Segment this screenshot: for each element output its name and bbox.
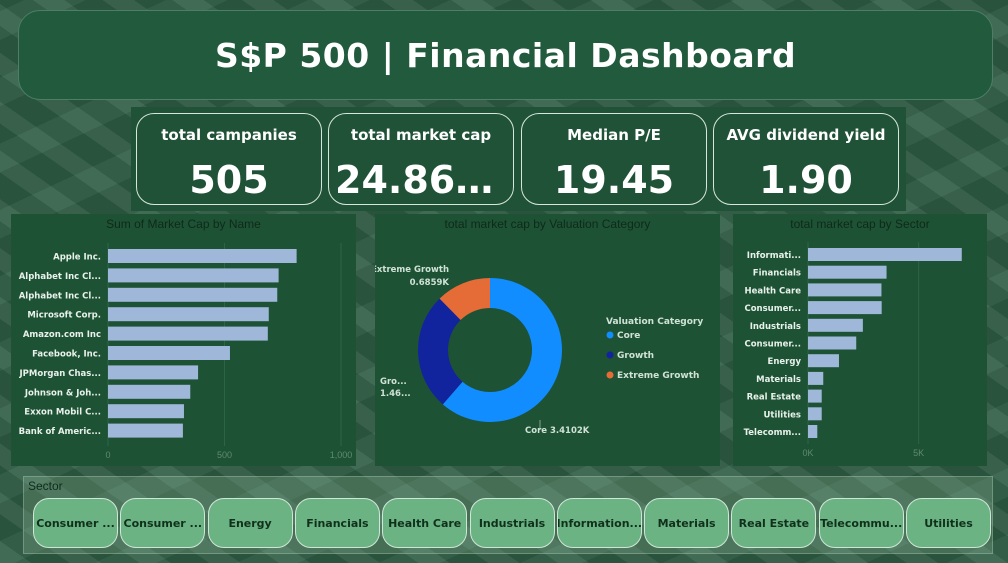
data-label: Core 3.4102K (525, 426, 590, 436)
data-label: Gro... (380, 377, 407, 387)
legend-entry[interactable]: Extreme Growth (617, 371, 699, 381)
chart-title: total market cap by Valuation Category (444, 217, 651, 231)
chart-title: Sum of Market Cap by Name (106, 217, 261, 231)
category-label: Microsoft Corp. (27, 311, 101, 321)
bar[interactable] (808, 371, 824, 385)
sector-chip[interactable]: Consumer ... (120, 498, 206, 548)
market-cap-by-sector-chart[interactable]: total market cap by Sector 0K 5K Informati… (733, 214, 987, 466)
bar[interactable] (108, 326, 268, 341)
tick-label: 5K (913, 448, 924, 458)
legend-marker (606, 331, 614, 339)
bar[interactable] (808, 389, 822, 403)
category-label: Informati... (747, 251, 801, 261)
bar[interactable] (108, 346, 230, 360)
category-label: Financials (753, 269, 801, 279)
tick-label: 0 (105, 450, 110, 460)
market-cap-by-name-svg: 0 500 1,000 Apple Inc. Alphabet Inc Cl... Alp… (19, 243, 353, 460)
category-label: Amazon.com Inc (23, 330, 101, 340)
kpi-card-total-companies: total campanies 505 (136, 113, 322, 205)
kpi-card-avg-dividend-yield: AVG dividend yield 1.90 (713, 113, 899, 205)
bar[interactable] (808, 283, 882, 297)
category-label: JPMorgan Chas... (19, 369, 102, 379)
donut-slice[interactable] (439, 278, 490, 321)
sector-chip[interactable]: Consumer ... (33, 498, 118, 548)
sector-chip[interactable]: Real Estate (731, 498, 817, 548)
bar[interactable] (808, 301, 882, 315)
valuation-category-donut-chart[interactable]: total market cap by Valuation Category C… (375, 214, 720, 466)
bar[interactable] (808, 336, 857, 350)
page-title: S$P 500 | Financial Dashboard (214, 35, 797, 75)
bar[interactable] (808, 318, 863, 332)
dashboard-header: S$P 500 | Financial Dashboard (18, 10, 993, 100)
bar[interactable] (808, 248, 962, 261)
market-cap-by-name-chart[interactable]: Sum of Market Cap by Name 0 500 1,000 Apple… (11, 214, 356, 466)
sector-chip[interactable]: Materials (644, 498, 730, 548)
donut-slice[interactable] (442, 278, 562, 422)
kpi-label: total market cap (350, 126, 492, 144)
legend-entry[interactable]: Growth (617, 351, 654, 361)
category-label: Real Estate (747, 393, 802, 403)
sector-chip[interactable]: Information... (556, 498, 642, 548)
kpi-card-total-market-cap: total market cap 24.865... (328, 113, 514, 205)
category-label: Materials (756, 375, 801, 385)
bar[interactable] (108, 268, 279, 283)
category-label: Alphabet Inc Cl... (19, 291, 101, 301)
kpi-label: total campanies (161, 126, 297, 144)
category-label: Telecomm... (744, 428, 801, 438)
sector-chip[interactable]: Health Care (382, 498, 468, 548)
kpi-strip: total campanies 505 total market cap 24.… (131, 107, 906, 211)
kpi-value: 1.90 (759, 158, 853, 202)
bar[interactable] (108, 307, 269, 322)
legend-marker (606, 371, 614, 379)
sector-chip[interactable]: Telecommu... (818, 498, 904, 548)
category-label: Consumer... (744, 340, 801, 350)
sector-slicer: Sector Consumer ... Consumer ... Energy Fin… (23, 476, 993, 554)
bar[interactable] (108, 365, 199, 380)
bar[interactable] (108, 384, 191, 399)
market-cap-by-sector-svg: 0K 5K Informati... Financials Health Care Con… (744, 242, 962, 458)
category-label: Health Care (744, 286, 801, 296)
data-label: 1.46... (380, 389, 411, 399)
bar[interactable] (808, 265, 887, 279)
kpi-value: 24.865... (335, 158, 513, 202)
category-label: Alphabet Inc Cl... (19, 272, 101, 282)
tick-label: 500 (217, 450, 232, 460)
category-label: Apple Inc. (53, 253, 101, 263)
bar[interactable] (108, 287, 278, 302)
bar[interactable] (108, 423, 183, 438)
category-label: Facebook, Inc. (32, 350, 101, 360)
legend-title: Valuation Category (606, 317, 703, 327)
legend-marker (606, 351, 614, 359)
category-label: Exxon Mobil C... (24, 408, 101, 418)
chart-title: total market cap by Sector (790, 217, 930, 231)
category-label: Utilities (763, 410, 801, 420)
category-label: Bank of Americ... (19, 427, 101, 437)
kpi-label: AVG dividend yield (726, 126, 886, 144)
data-label: Extreme Growth (375, 265, 449, 275)
sector-chip[interactable]: Energy (207, 498, 293, 548)
category-label: Energy (768, 357, 802, 367)
category-label: Consumer... (744, 304, 801, 314)
data-label: 0.6859K (410, 278, 450, 288)
valuation-category-donut-svg: Core 3.4102K Gro... 1.46... Extreme Growth 0… (375, 265, 703, 436)
category-label: Johnson & Joh... (24, 388, 101, 398)
bar[interactable] (808, 425, 818, 438)
sector-chip[interactable]: Financials (294, 498, 380, 548)
bar[interactable] (108, 404, 184, 419)
slicer-label: Sector (28, 479, 63, 493)
sector-chip[interactable]: Utilities (906, 498, 991, 548)
tick-label: 0K (802, 448, 813, 458)
bar[interactable] (808, 407, 822, 421)
kpi-card-median-pe: Median P/E 19.45 (521, 113, 707, 205)
bar[interactable] (108, 249, 297, 263)
kpi-label: Median P/E (567, 126, 661, 144)
bar[interactable] (808, 354, 839, 368)
category-label: Industrials (750, 322, 801, 332)
legend-entry[interactable]: Core (617, 331, 640, 341)
donut-slice[interactable] (418, 298, 463, 405)
kpi-value: 505 (189, 158, 269, 202)
sector-chip[interactable]: Industrials (469, 498, 555, 548)
kpi-value: 19.45 (553, 158, 675, 202)
tick-label: 1,000 (330, 450, 353, 460)
